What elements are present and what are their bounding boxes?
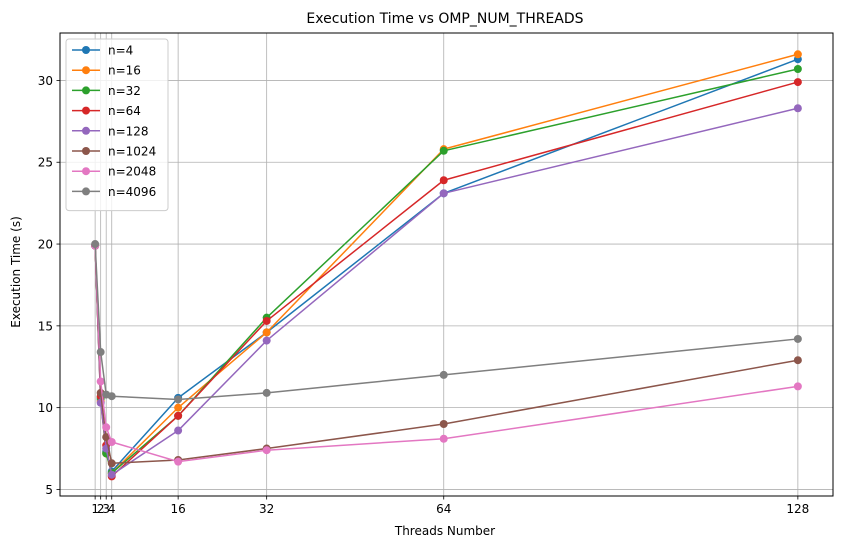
legend-label: n=128 bbox=[108, 124, 149, 138]
x-axis-title: Threads Number bbox=[394, 524, 495, 538]
legend-box bbox=[65, 38, 169, 212]
data-point bbox=[174, 426, 183, 435]
data-point bbox=[174, 403, 183, 412]
legend-item: n=4 bbox=[72, 44, 133, 58]
legend-marker bbox=[82, 126, 90, 135]
legend-item: n=128 bbox=[72, 124, 149, 138]
legend-marker bbox=[82, 106, 90, 115]
data-point bbox=[439, 146, 448, 155]
data-point bbox=[793, 104, 802, 113]
y-axis-title: Execution Time (s) bbox=[9, 216, 23, 328]
legend-item: n=2048 bbox=[72, 165, 156, 179]
series-line bbox=[94, 245, 798, 465]
legend-label: n=16 bbox=[108, 64, 141, 78]
series-layer bbox=[91, 50, 802, 481]
x-tick-label: 32 bbox=[259, 502, 274, 516]
legend-label: n=32 bbox=[108, 84, 141, 98]
y-tick-label: 10 bbox=[38, 401, 53, 415]
x-tick-label: 1 bbox=[91, 502, 99, 516]
legend: n=4 n=16 n=32 n=64 n=128 n=1024 n=2048 n=4096 bbox=[65, 38, 169, 212]
x-tick-label: 16 bbox=[170, 502, 185, 516]
data-point bbox=[262, 328, 271, 337]
data-point bbox=[174, 411, 183, 420]
series-line bbox=[94, 245, 798, 463]
data-point bbox=[107, 459, 116, 468]
data-point bbox=[96, 348, 105, 357]
data-point bbox=[262, 388, 271, 397]
data-point bbox=[91, 240, 100, 249]
legend-marker bbox=[82, 187, 90, 196]
legend-item: n=16 bbox=[72, 64, 141, 78]
legend-marker bbox=[82, 86, 90, 95]
data-point bbox=[102, 423, 111, 432]
data-point bbox=[107, 392, 116, 401]
data-point bbox=[174, 457, 183, 466]
data-point bbox=[174, 395, 183, 404]
chart-title: Execution Time vs OMP_NUM_THREADS bbox=[306, 11, 583, 27]
legend-item: n=1024 bbox=[72, 145, 156, 159]
data-point bbox=[262, 316, 271, 325]
x-tick-label: 64 bbox=[436, 502, 451, 516]
legend-item: n=64 bbox=[72, 104, 141, 118]
series-n-4096 bbox=[91, 240, 802, 404]
data-point bbox=[439, 420, 448, 429]
legend-label: n=2048 bbox=[108, 165, 156, 179]
data-point bbox=[96, 377, 105, 386]
x-tick-label: 3 bbox=[102, 502, 110, 516]
data-point bbox=[107, 470, 116, 479]
legend-item: n=32 bbox=[72, 84, 141, 98]
data-point bbox=[793, 78, 802, 87]
legend-marker bbox=[82, 46, 90, 54]
plot-frame bbox=[59, 32, 834, 497]
y-tick-label: 25 bbox=[38, 156, 53, 170]
series-line bbox=[94, 107, 799, 476]
x-tick-label: 4 bbox=[108, 502, 116, 516]
legend-label: n=4 bbox=[108, 44, 133, 58]
data-point bbox=[102, 433, 111, 442]
data-point bbox=[793, 64, 802, 73]
y-tick-label: 5 bbox=[45, 483, 53, 497]
data-point bbox=[793, 334, 802, 343]
data-point bbox=[262, 336, 271, 345]
legend-item: n=4096 bbox=[72, 185, 156, 199]
legend-marker bbox=[82, 167, 90, 176]
data-point bbox=[262, 446, 271, 455]
series-line bbox=[94, 244, 798, 401]
legend-label: n=4096 bbox=[108, 185, 156, 199]
y-tick-label: 15 bbox=[38, 319, 53, 333]
data-point bbox=[793, 50, 802, 59]
data-point bbox=[439, 176, 448, 185]
data-point bbox=[439, 189, 448, 198]
data-point bbox=[107, 438, 116, 447]
data-point bbox=[439, 434, 448, 443]
y-tick-label: 20 bbox=[38, 238, 53, 252]
x-tick-label: 128 bbox=[786, 502, 809, 516]
legend-marker bbox=[82, 147, 90, 155]
legend-label: n=1024 bbox=[108, 145, 156, 159]
data-point bbox=[793, 382, 802, 391]
x-tick-label: 2 bbox=[97, 502, 105, 516]
y-tick-label: 30 bbox=[38, 74, 53, 88]
data-point bbox=[793, 356, 802, 365]
data-point bbox=[439, 370, 448, 379]
legend-marker bbox=[82, 66, 90, 75]
legend-label: n=64 bbox=[108, 104, 141, 118]
